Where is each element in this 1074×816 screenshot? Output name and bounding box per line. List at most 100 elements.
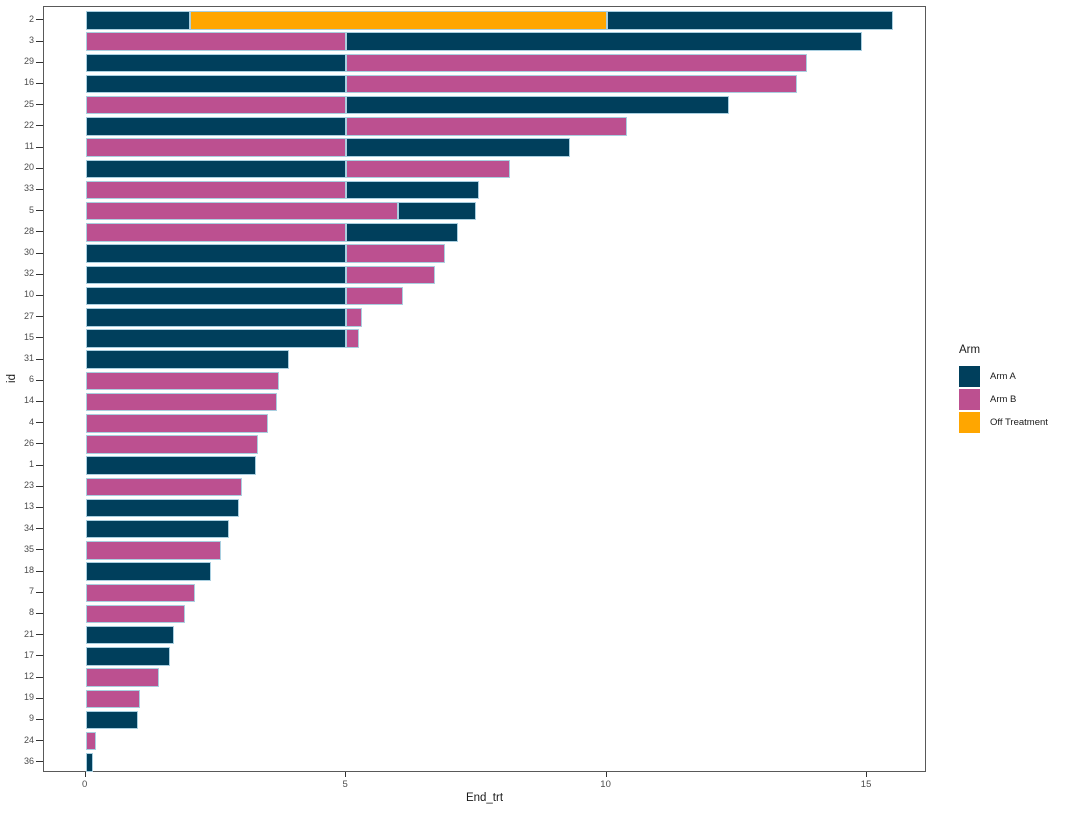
- bar-segment: [85, 117, 347, 136]
- y-tick-mark: [36, 19, 43, 21]
- bar-segment: [398, 201, 477, 221]
- y-tick-label: 10: [23, 289, 34, 300]
- y-tick-mark: [36, 507, 43, 508]
- bar-segment: [85, 731, 97, 751]
- bar-segment: [85, 456, 256, 475]
- bar-segment: [85, 562, 211, 581]
- bar-segment: [85, 435, 258, 454]
- bar-segment: [85, 753, 94, 772]
- y-tick-mark: [36, 40, 43, 42]
- bar-segment: [85, 138, 347, 157]
- off-treatment-swatch-icon: [959, 412, 980, 433]
- bar-segment: [346, 308, 362, 327]
- y-tick-mark: [36, 634, 43, 636]
- y-tick-label: 27: [23, 310, 34, 321]
- bar-segment: [85, 32, 347, 51]
- bar-segment: [346, 244, 446, 263]
- bar-segment: [346, 95, 729, 115]
- bar-segment: [85, 201, 399, 221]
- y-tick-mark: [36, 443, 43, 445]
- bar-segment: [346, 117, 628, 136]
- y-tick-label: 20: [23, 162, 34, 173]
- y-tick-mark: [36, 61, 43, 63]
- bar-segment: [85, 95, 347, 115]
- bar-segment: [346, 223, 459, 242]
- y-tick-label: 15: [23, 331, 34, 342]
- x-tick-label: 5: [342, 779, 348, 790]
- y-tick-label: 18: [23, 565, 34, 575]
- y-tick-mark: [36, 167, 43, 169]
- y-tick-label: 4: [28, 416, 34, 427]
- y-tick-mark: [36, 570, 43, 572]
- y-tick-mark: [36, 485, 43, 487]
- y-tick-label: 35: [23, 543, 34, 554]
- legend-title: Arm: [959, 344, 981, 356]
- y-tick-mark: [36, 125, 43, 127]
- y-tick-mark: [36, 83, 43, 84]
- y-tick-label: 30: [23, 247, 34, 257]
- y-tick-label: 21: [23, 628, 34, 639]
- bar-segment: [85, 414, 268, 433]
- bar-segment: [346, 159, 511, 179]
- y-tick-label: 5: [28, 204, 34, 215]
- y-tick-mark: [36, 358, 43, 360]
- y-tick-label: 9: [28, 713, 34, 724]
- y-tick-label: 25: [23, 98, 34, 109]
- y-tick-label: 34: [23, 522, 34, 533]
- bar-segment: [85, 74, 347, 94]
- bar-segment: [85, 477, 242, 497]
- bar-segment: [606, 11, 894, 30]
- bar-segment: [85, 371, 280, 391]
- bar-segment: [346, 286, 404, 306]
- x-tick-label: 0: [82, 779, 88, 790]
- y-tick-mark: [36, 464, 43, 466]
- bar-segment: [85, 180, 347, 200]
- legend-item-label: Off Treatment: [990, 417, 1048, 428]
- bar-segment: [85, 647, 171, 666]
- y-tick-label: 29: [23, 56, 34, 67]
- y-tick-label: 14: [23, 395, 34, 406]
- bar-segment: [85, 11, 190, 30]
- y-tick-label: 12: [23, 671, 34, 681]
- y-tick-label: 3: [28, 35, 34, 45]
- y-tick-label: 32: [23, 268, 34, 279]
- y-tick-label: 24: [23, 734, 34, 745]
- x-tick-mark: [866, 772, 868, 777]
- y-tick-mark: [36, 189, 43, 190]
- bar-segment: [85, 689, 141, 708]
- bar-segment: [85, 498, 240, 518]
- y-tick-label: 8: [28, 607, 34, 618]
- x-tick-label: 10: [600, 779, 611, 790]
- bar-segment: [85, 583, 196, 602]
- bar-segment: [85, 392, 278, 412]
- x-tick-mark: [605, 772, 607, 777]
- y-tick-mark: [36, 146, 43, 148]
- bar-segment: [85, 286, 347, 306]
- bar-segment: [346, 265, 435, 285]
- bar-segment: [85, 541, 222, 560]
- y-tick-label: 19: [23, 692, 34, 703]
- y-tick-mark: [36, 613, 43, 614]
- bar-segment: [85, 625, 175, 645]
- bar-segment: [346, 32, 862, 51]
- y-tick-mark: [36, 549, 43, 551]
- legend-item-label: Arm B: [990, 394, 1017, 405]
- y-tick-mark: [36, 210, 43, 212]
- legend-item-arm-b: Arm B: [959, 389, 1074, 410]
- bar-segment: [85, 223, 347, 242]
- bar-segment: [346, 329, 360, 348]
- y-tick-label: 22: [23, 119, 34, 130]
- y-tick-mark: [36, 422, 43, 424]
- y-tick-mark: [36, 104, 43, 106]
- y-tick-mark: [36, 295, 43, 296]
- bar-segment: [346, 180, 479, 200]
- y-tick-label: 17: [23, 649, 34, 660]
- bar-segment: [85, 308, 347, 327]
- x-tick-mark: [345, 772, 347, 777]
- y-tick-label: 33: [23, 183, 34, 194]
- bar-segment: [85, 53, 347, 72]
- x-tick-label: 15: [860, 779, 872, 790]
- bar-segment: [85, 668, 159, 687]
- y-tick-mark: [36, 337, 43, 339]
- y-tick-label: 26: [23, 437, 34, 448]
